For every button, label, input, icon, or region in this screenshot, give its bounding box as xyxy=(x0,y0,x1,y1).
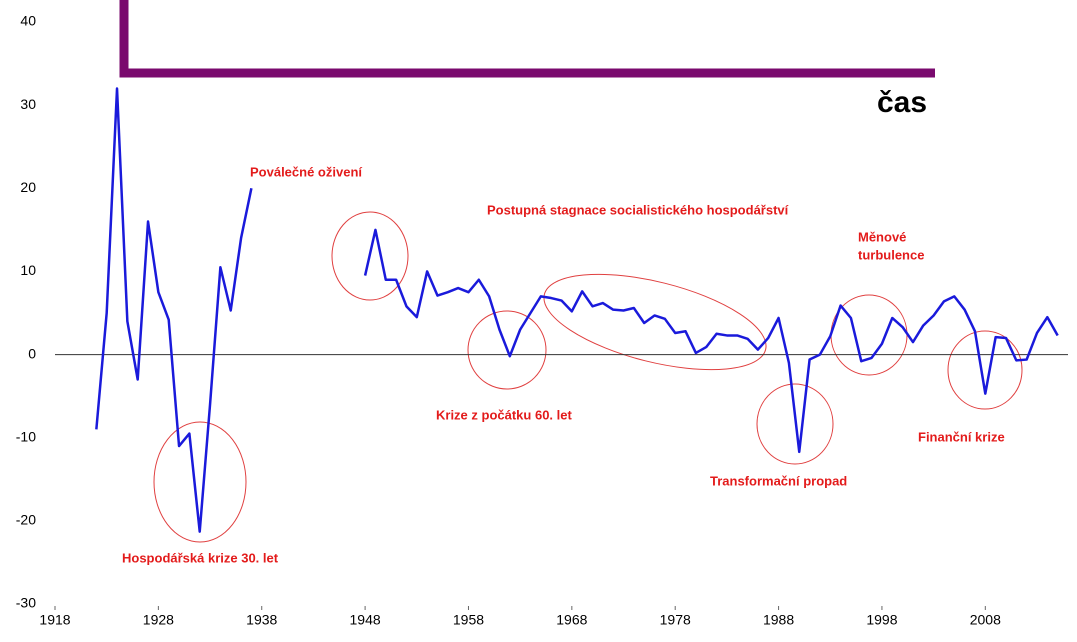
annotation: Postupná stagnace socialistického hospod… xyxy=(487,202,789,217)
x-tick-label: 1958 xyxy=(453,612,484,628)
highlight-circle xyxy=(467,310,547,390)
annotation: Krize z počátku 60. let xyxy=(436,407,572,422)
x-tick-label: 1928 xyxy=(143,612,174,628)
annotation: Finanční krize xyxy=(918,429,1005,444)
annotation: turbulence xyxy=(858,247,924,262)
highlight-circle xyxy=(153,421,247,543)
data-line xyxy=(363,228,1059,454)
highlight-circle xyxy=(543,273,767,371)
x-tick-label: 1938 xyxy=(246,612,277,628)
annotation: Poválečné oživení xyxy=(250,164,362,179)
y-tick-label: 40 xyxy=(20,13,36,29)
y-tick-label: 10 xyxy=(20,262,36,278)
y-tick-label: 30 xyxy=(20,96,36,112)
data-line xyxy=(95,87,253,533)
y-tick-label: -30 xyxy=(16,595,36,611)
highlight-circle xyxy=(947,330,1023,410)
x-tick-label: 1978 xyxy=(660,612,691,628)
x-tick-label: 1968 xyxy=(556,612,587,628)
time-arrow xyxy=(119,0,935,78)
x-tick-label: 1918 xyxy=(39,612,70,628)
annotation: Transformační propad xyxy=(710,473,847,488)
x-tick-label: 2008 xyxy=(970,612,1001,628)
x-tick-label: 1988 xyxy=(763,612,794,628)
y-tick-label: 0 xyxy=(28,345,36,361)
highlight-circle xyxy=(331,211,409,301)
x-tick-label: 1948 xyxy=(350,612,381,628)
x-tick-label: 1998 xyxy=(866,612,897,628)
y-tick-label: 20 xyxy=(20,179,36,195)
highlight-circle xyxy=(756,383,834,465)
y-tick-label: -20 xyxy=(16,512,36,528)
y-tick-label: -10 xyxy=(16,428,36,444)
annotation: Hospodářská krize 30. let xyxy=(122,550,279,565)
axis-label: čas xyxy=(877,86,927,119)
annotation: Měnové xyxy=(858,229,906,244)
